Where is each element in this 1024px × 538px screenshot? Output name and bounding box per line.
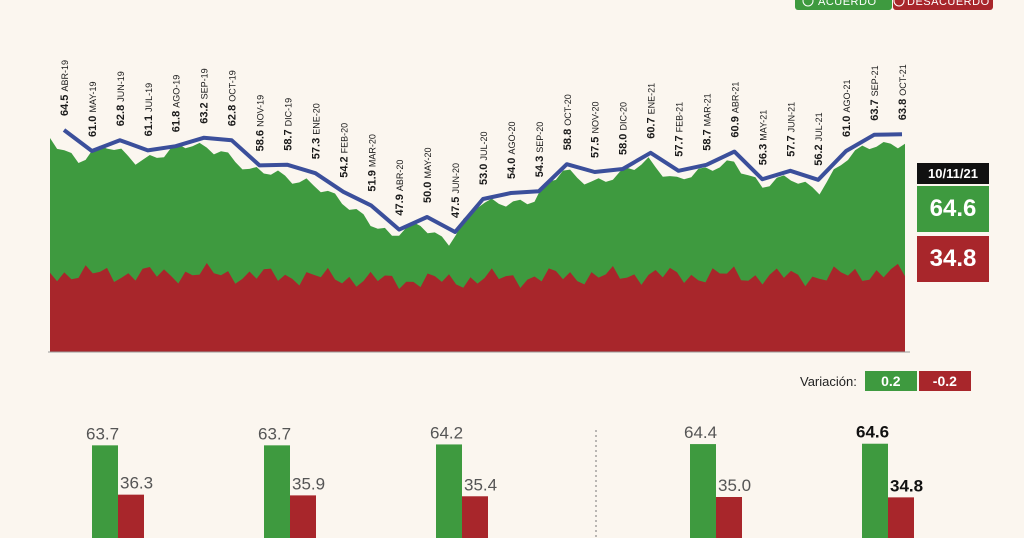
point-label: 58.0 DIC-20 <box>618 102 630 155</box>
bar-groups: 63.7 36.3 63.7 35.9 64.2 35.4 64.4 35.0 64.6 34.8 <box>86 423 923 538</box>
variation-agree: 0.2 <box>864 371 917 391</box>
point-label: 57.3 ENE-20 <box>310 103 322 159</box>
bar-agree-label: 64.2 <box>430 423 463 442</box>
point-label: 56.2 JUL-21 <box>813 112 825 165</box>
point-label: 63.7 SEP-21 <box>869 65 881 121</box>
legend-disagree-dot <box>893 0 905 7</box>
point-label: 58.8 OCT-20 <box>562 94 574 150</box>
bar-disagree-label: 35.4 <box>464 475 497 494</box>
point-label: 47.5 JUN-20 <box>450 163 462 218</box>
point-label: 57.5 NOV-20 <box>590 102 602 158</box>
point-label: 53.0 JUL-20 <box>478 132 490 185</box>
bar-agree <box>264 445 290 538</box>
bar-agree-label: 64.4 <box>684 423 717 442</box>
point-label: 58.7 MAR-21 <box>702 93 714 150</box>
legend-disagree-label: DESACUERDO <box>907 0 990 8</box>
bar-disagree-label: 36.3 <box>120 474 153 493</box>
point-label: 57.7 JUN-21 <box>785 102 797 157</box>
bar-agree-label: 64.6 <box>856 423 889 442</box>
current-agree-box: 64.6 <box>917 186 989 232</box>
bar-agree <box>862 443 888 538</box>
point-label: 62.8 JUN-19 <box>115 71 127 126</box>
current-disagree-box: 34.8 <box>917 236 989 282</box>
point-label: 64.5 ABR-19 <box>59 60 71 116</box>
trend-line <box>62 128 903 234</box>
variation-row: Variación: 0.2 -0.2 <box>800 371 971 391</box>
point-label: 58.6 NOV-19 <box>255 95 267 151</box>
point-label: 63.8 OCT-21 <box>897 64 909 120</box>
bar-agree-label: 63.7 <box>86 424 119 443</box>
point-labels: 64.5 ABR-19 61.0 MAY-19 62.8 JUN-19 61.1 JU… <box>59 60 909 218</box>
point-label: 62.8 OCT-19 <box>227 70 239 126</box>
point-label: 50.0 MAY-20 <box>422 148 434 204</box>
point-label: 56.3 MAY-21 <box>757 110 769 166</box>
bar-agree <box>690 444 716 538</box>
point-label: 51.9 MAR-20 <box>366 134 378 191</box>
variation-label: Variación: <box>800 373 857 389</box>
bar-disagree <box>888 497 914 538</box>
point-label: 63.2 SEP-19 <box>199 68 211 124</box>
point-label: 61.0 AGO-21 <box>841 80 853 137</box>
bar-disagree-label: 35.9 <box>292 474 325 493</box>
point-label: 60.9 ABR-21 <box>729 82 741 138</box>
point-label: 61.0 MAY-19 <box>87 82 99 138</box>
bar-disagree-label: 34.8 <box>890 476 923 495</box>
point-label: 47.9 ABR-20 <box>394 160 406 216</box>
bar-disagree <box>716 497 742 538</box>
point-label: 54.3 SEP-20 <box>534 122 546 178</box>
legend-disagree-swatch <box>893 0 993 10</box>
current-date-box: 10/11/21 <box>917 163 989 184</box>
point-label: 57.7 FEB-21 <box>674 102 686 157</box>
disagree-area <box>50 263 905 352</box>
bar-disagree-label: 35.0 <box>718 476 751 495</box>
point-label: 54.0 AGO-20 <box>506 122 518 179</box>
bar-agree-label: 63.7 <box>258 424 291 443</box>
variation-disagree: -0.2 <box>918 371 971 391</box>
point-label: 61.1 JUL-19 <box>143 83 155 136</box>
bar-agree <box>92 445 118 538</box>
legend-agree-dot <box>802 0 814 7</box>
legend-agree-label: ACUERDO <box>818 0 877 8</box>
legend: ACUERDO DESACUERDO <box>795 0 993 10</box>
legend-agree-swatch <box>795 0 892 10</box>
point-label: 60.7 ENE-21 <box>646 83 658 139</box>
bar-disagree <box>462 496 488 538</box>
bar-agree <box>436 444 462 538</box>
bar-disagree <box>118 494 144 538</box>
point-label: 61.8 AGO-19 <box>171 75 183 132</box>
bar-disagree <box>290 495 316 538</box>
point-label: 54.2 FEB-20 <box>338 123 350 178</box>
point-label: 58.7 DIC-19 <box>283 98 295 151</box>
